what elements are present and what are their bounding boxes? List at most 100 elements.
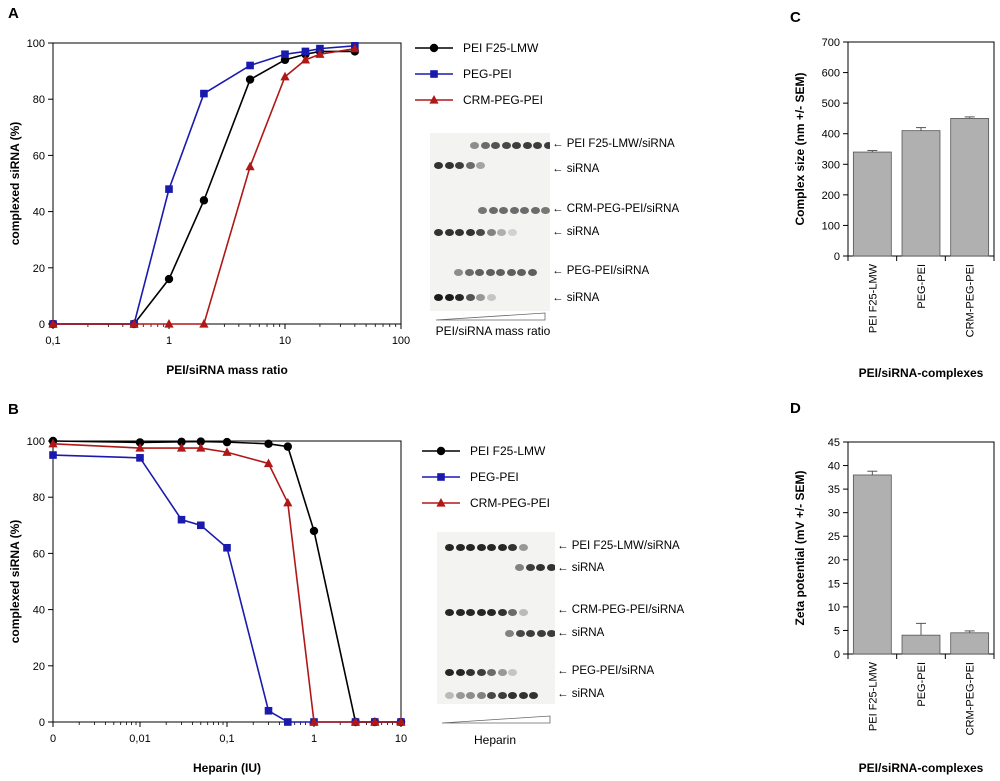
gel-band xyxy=(476,161,485,169)
chart-b-data-point xyxy=(196,437,206,446)
chart-a-y-tick-label: 60 xyxy=(33,150,45,162)
gel-lane-label: ← siRNA xyxy=(557,627,605,639)
gel-band xyxy=(487,691,496,699)
gel-band xyxy=(506,268,516,276)
chart-a-legend-marker xyxy=(429,43,439,53)
gel-caption: Heparin xyxy=(474,733,516,747)
gel-band xyxy=(530,206,540,214)
chart-a-data-point xyxy=(200,89,208,98)
chart-a-data-point xyxy=(129,319,139,328)
chart-a-data-point xyxy=(246,61,254,70)
chart-c-category-label: PEG-PEI xyxy=(916,264,928,309)
chart-b-legend-label: PEG-PEI xyxy=(470,470,519,484)
chart-b-plot-frame xyxy=(52,440,402,723)
gel-band xyxy=(444,161,454,169)
gel-band xyxy=(496,268,505,276)
chart-d-y-tick-label: 10 xyxy=(828,602,840,614)
gel-band xyxy=(501,141,511,149)
chart-a-data-point xyxy=(245,75,255,84)
gel-band xyxy=(476,228,485,236)
chart-b-data-point xyxy=(49,451,57,459)
gel-caption: PEI/siRNA mass ratio xyxy=(436,324,551,338)
gel-band xyxy=(509,206,519,214)
panel-label-d: D xyxy=(790,400,801,417)
gel-band xyxy=(518,543,528,551)
chart-a-data-point xyxy=(164,319,174,328)
gel-band xyxy=(541,206,550,214)
gel-band xyxy=(480,141,490,149)
gel-band xyxy=(486,293,496,301)
gel-band xyxy=(465,161,475,169)
chart-c-y-tick-label: 600 xyxy=(822,68,840,80)
gel-band-row xyxy=(437,605,555,619)
gel-gradient-wedge xyxy=(435,312,546,321)
chart-b-legend-label: CRM-PEG-PEI xyxy=(470,496,550,510)
chart-d-y-tick-label: 45 xyxy=(828,437,840,449)
gel-lane-label: ← siRNA xyxy=(557,562,605,574)
gel-band xyxy=(518,608,528,616)
chart-b-legend-marker xyxy=(436,446,446,456)
chart-b-y-tick-label: 100 xyxy=(27,436,45,448)
chart-b-y-tick-label: 80 xyxy=(33,492,45,504)
gel-band xyxy=(476,293,485,301)
chart-b-x-tick-label: 1 xyxy=(311,733,317,745)
gel-lane-label: ← siRNA xyxy=(557,688,605,700)
gel-band xyxy=(476,543,486,551)
gel-lane-label: ← PEI F25-LMW/siRNA xyxy=(552,138,675,150)
gel-band xyxy=(464,268,474,276)
chart-a-series-line-1 xyxy=(53,45,355,325)
gel-band xyxy=(536,563,545,571)
gel-gradient-wedge xyxy=(441,715,551,724)
gel-band xyxy=(455,543,465,551)
chart-d-category-label: PEI F25-LMW xyxy=(867,661,879,731)
chart-b-data-point xyxy=(222,447,232,456)
gel-band xyxy=(515,629,525,637)
gel-band-row xyxy=(437,665,555,679)
gel-band xyxy=(497,228,506,236)
chart-a-data-point xyxy=(350,43,360,53)
gel-band xyxy=(434,293,443,301)
gel-band-row xyxy=(437,560,555,574)
chart-b-data-point xyxy=(263,458,274,468)
gel-band xyxy=(497,543,507,551)
gel-band xyxy=(508,543,517,551)
gel-band xyxy=(487,608,496,616)
chart-c-x-axis-label: PEI/siRNA-complexes xyxy=(859,366,984,380)
gel-band xyxy=(434,161,443,169)
chart-c-bar xyxy=(950,118,990,257)
chart-a-y-tick-label: 0 xyxy=(39,319,45,331)
gel-band xyxy=(455,691,465,699)
gel-band xyxy=(455,668,465,676)
chart-a-y-tick-label: 40 xyxy=(33,207,45,219)
chart-b-y-tick-label: 0 xyxy=(39,717,45,729)
chart-b-legend-label: PEI F25-LMW xyxy=(470,444,546,458)
gel-band-row xyxy=(430,265,550,279)
chart-a-x-tick-label: 0,1 xyxy=(45,335,60,347)
gel-band-row xyxy=(430,290,550,304)
gel-band xyxy=(525,563,535,571)
gel-band xyxy=(455,608,465,616)
chart-b-data-point xyxy=(309,717,319,726)
gel-band-row xyxy=(437,626,555,640)
chart-c-y-tick-label: 700 xyxy=(822,37,840,49)
gel-lane-label: ← siRNA xyxy=(552,226,600,238)
gel-band xyxy=(508,608,517,616)
chart-b-data-point xyxy=(48,438,58,448)
gel-band xyxy=(533,141,542,149)
gel-band xyxy=(445,691,454,699)
gel-band xyxy=(455,293,464,301)
chart-b-data-point xyxy=(264,706,273,715)
chart-b-series-line-1 xyxy=(52,454,401,723)
gel-band xyxy=(487,668,496,676)
chart-c-y-tick-label: 100 xyxy=(822,220,840,232)
chart-a-data-point xyxy=(245,161,255,171)
chart-b-data-point xyxy=(283,442,293,451)
gel-band xyxy=(520,206,529,214)
gel-band xyxy=(465,228,475,236)
gel-band xyxy=(508,691,517,699)
panel-label-c: C xyxy=(790,9,801,26)
gel-lane-label: ← siRNA xyxy=(552,292,600,304)
chart-a-legend-label: CRM-PEG-PEI xyxy=(463,93,543,107)
chart-b-data-point xyxy=(135,443,145,452)
chart-a-x-axis-label: PEI/siRNA mass ratio xyxy=(166,363,288,377)
